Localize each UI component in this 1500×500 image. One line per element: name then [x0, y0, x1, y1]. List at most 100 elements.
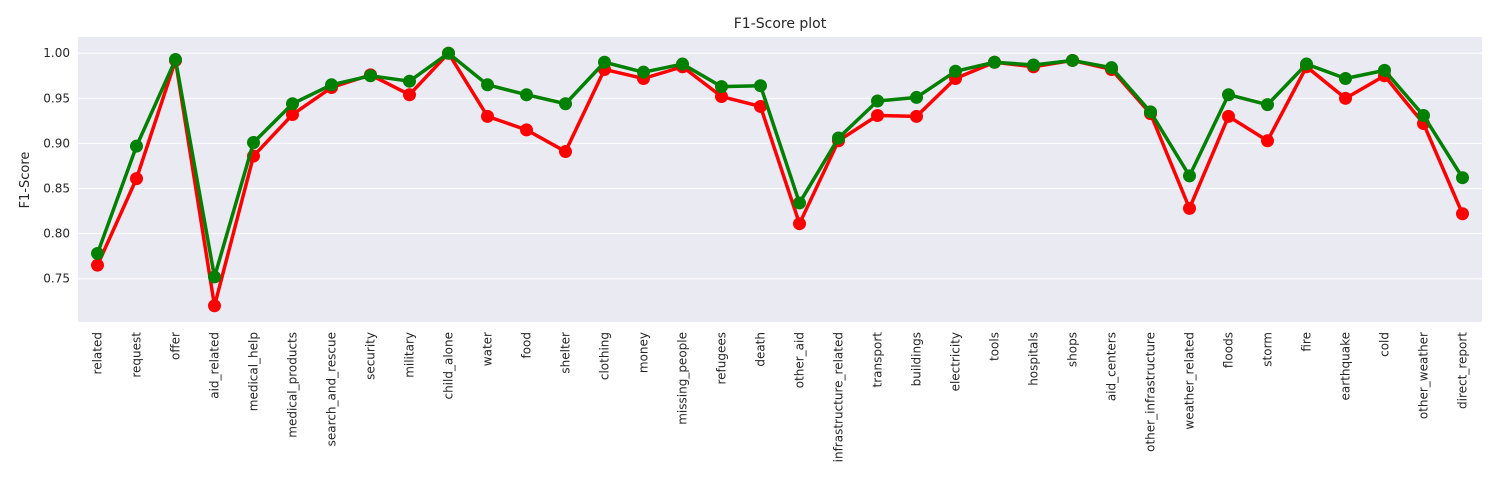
- x-tick-label: other_infrastructure: [1144, 332, 1158, 452]
- data-point: [169, 53, 182, 67]
- data-point: [1261, 98, 1274, 112]
- data-point: [247, 136, 260, 150]
- x-tick-label: aid_related: [208, 332, 222, 399]
- x-tick-label: death: [754, 332, 768, 367]
- data-point: [1144, 105, 1157, 119]
- data-point: [1105, 61, 1118, 75]
- x-tick-label: shops: [1066, 332, 1080, 367]
- x-tick-label: other_aid: [793, 332, 807, 388]
- grid-lines: [78, 52, 1482, 280]
- chart-title: F1-Score plot: [734, 16, 827, 32]
- data-point: [1183, 169, 1196, 183]
- x-tick-label: cold: [1378, 332, 1392, 357]
- plot-background: [78, 37, 1482, 322]
- data-point: [325, 78, 338, 92]
- y-tick-label: 0.90: [43, 136, 70, 150]
- x-tick-label: water: [481, 332, 495, 366]
- x-tick-label: military: [403, 332, 417, 378]
- y-tick-label: 0.85: [43, 182, 70, 196]
- data-point: [208, 270, 221, 284]
- data-point: [1261, 134, 1274, 148]
- series-line: [95, 51, 1465, 308]
- series-line: [95, 51, 1464, 279]
- x-tick-label: search_and_rescue: [325, 332, 339, 446]
- series-layer: [91, 46, 1469, 313]
- data-point: [130, 172, 143, 186]
- x-tick-label: related: [91, 332, 105, 374]
- y-tick-label: 0.75: [43, 272, 70, 286]
- data-point: [91, 246, 104, 260]
- x-tick-label: clothing: [598, 332, 612, 380]
- data-point: [715, 80, 728, 94]
- x-tick-label: floods: [1222, 332, 1236, 368]
- data-point: [676, 57, 689, 71]
- x-tick-label: fire: [1300, 332, 1314, 352]
- x-tick-label: money: [637, 332, 651, 373]
- y-tick-labels: 0.75 0.80 0.85 0.90 0.95 1.00: [43, 46, 70, 285]
- data-point: [559, 145, 572, 159]
- data-point: [1183, 201, 1196, 215]
- data-point: [481, 109, 494, 123]
- x-tick-label: buildings: [910, 332, 924, 386]
- data-point: [1456, 207, 1469, 221]
- data-point: [208, 299, 221, 313]
- data-point: [910, 90, 923, 104]
- y-tick-label: 1.00: [43, 46, 70, 60]
- data-point: [871, 108, 884, 122]
- data-point: [1222, 88, 1235, 102]
- data-point: [286, 97, 299, 111]
- y-tick-label: 0.80: [43, 227, 70, 241]
- x-tick-label: direct_report: [1456, 332, 1470, 409]
- data-point: [832, 131, 845, 145]
- data-point: [559, 97, 572, 111]
- x-tick-label: missing_people: [676, 332, 690, 425]
- data-point: [1378, 63, 1391, 77]
- data-point: [793, 217, 806, 231]
- x-tick-label: electricity: [949, 332, 963, 391]
- y-tick-label: 0.95: [43, 91, 70, 105]
- data-point: [481, 78, 494, 92]
- data-point: [949, 64, 962, 78]
- x-tick-label: tools: [988, 332, 1002, 361]
- x-tick-label: transport: [871, 332, 885, 388]
- y-axis-label: F1-Score: [18, 152, 33, 209]
- x-tick-label: child_alone: [442, 332, 456, 400]
- data-point: [1339, 91, 1352, 105]
- data-point: [754, 99, 767, 113]
- data-point: [1027, 58, 1040, 72]
- data-point: [520, 88, 533, 102]
- x-tick-label: security: [364, 332, 378, 380]
- x-tick-label: aid_centers: [1105, 332, 1119, 401]
- x-tick-labels: related request offer aid_related medical_he…: [91, 332, 1470, 463]
- data-point: [520, 123, 533, 137]
- series-1: [91, 46, 1469, 284]
- x-tick-label: other_weather: [1417, 332, 1431, 419]
- x-tick-label: medical_products: [286, 332, 300, 438]
- data-point: [637, 65, 650, 79]
- x-tick-label: weather_related: [1183, 332, 1197, 430]
- data-point: [754, 79, 767, 93]
- data-point: [442, 46, 455, 60]
- data-point: [1066, 53, 1079, 67]
- x-tick-label: medical_help: [247, 332, 261, 411]
- data-point: [286, 108, 299, 122]
- data-point: [910, 109, 923, 123]
- x-tick-label: refugees: [715, 332, 729, 385]
- data-point: [988, 55, 1001, 69]
- x-tick-label: hospitals: [1027, 332, 1041, 386]
- data-point: [403, 88, 416, 102]
- data-point: [1417, 108, 1430, 122]
- x-tick-label: shelter: [559, 332, 573, 374]
- data-point: [130, 139, 143, 153]
- x-tick-label: food: [520, 332, 534, 359]
- data-point: [364, 69, 377, 83]
- x-tick-label: storm: [1261, 332, 1275, 367]
- x-tick-label: request: [130, 332, 144, 378]
- data-point: [793, 196, 806, 210]
- x-tick-label: infrastructure_related: [832, 332, 846, 462]
- data-point: [1456, 171, 1469, 185]
- data-point: [871, 94, 884, 108]
- data-point: [91, 258, 104, 272]
- data-point: [598, 55, 611, 69]
